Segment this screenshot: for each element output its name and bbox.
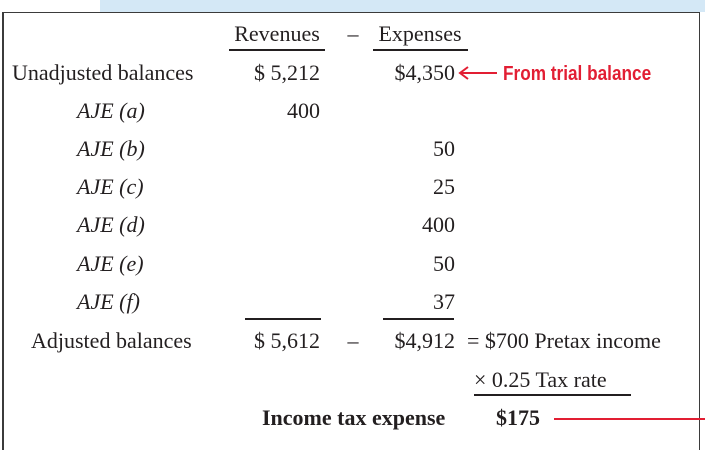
row-label-aje-a: AJE (a)	[77, 98, 145, 123]
tax-expense-connector-line	[554, 418, 705, 420]
expense-aje-e: 50	[433, 251, 455, 276]
header-expenses: Expenses	[378, 21, 462, 46]
revenue-aje-a: 400	[287, 98, 320, 123]
expense-aje-f: 37	[433, 289, 455, 314]
expense-aje-d: 400	[422, 212, 455, 237]
revenue-unadjusted: $ 5,212	[254, 60, 320, 85]
row-label-aje-d: AJE (d)	[77, 212, 145, 237]
pretax-income: = $700 Pretax income	[467, 328, 661, 353]
callout-from-trial-balance: From trial balance	[503, 63, 652, 85]
expense-adjusted: $4,912	[394, 328, 456, 353]
expense-total-underline	[383, 318, 454, 320]
row-label-aje-c: AJE (c)	[77, 174, 144, 199]
top-color-band	[100, 0, 705, 12]
callout-arrow-icon	[458, 66, 497, 80]
expense-aje-c: 25	[433, 174, 455, 199]
tax-rate-underline	[474, 394, 631, 396]
adjusted-minus: –	[347, 328, 359, 353]
revenue-adjusted: $ 5,612	[254, 328, 320, 353]
row-label-aje-b: AJE (b)	[77, 136, 145, 161]
header-expenses-underline	[373, 49, 468, 51]
header-minus: –	[347, 21, 359, 46]
row-label-adjusted: Adjusted balances	[31, 328, 192, 353]
tax-rate: × 0.25 Tax rate	[474, 367, 607, 392]
row-label-aje-e: AJE (e)	[77, 251, 144, 276]
revenue-total-underline	[245, 318, 321, 320]
worksheet-panel	[2, 12, 700, 450]
row-label-aje-f: AJE (f)	[77, 289, 140, 314]
header-revenues: Revenues	[234, 21, 320, 46]
expense-aje-b: 50	[433, 136, 455, 161]
row-label-unadjusted: Unadjusted balances	[12, 60, 194, 85]
income-tax-expense-label: Income tax expense	[262, 405, 446, 430]
expense-unadjusted: $4,350	[394, 60, 456, 85]
header-revenues-underline	[229, 49, 325, 51]
income-tax-expense-value: $175	[496, 405, 540, 430]
